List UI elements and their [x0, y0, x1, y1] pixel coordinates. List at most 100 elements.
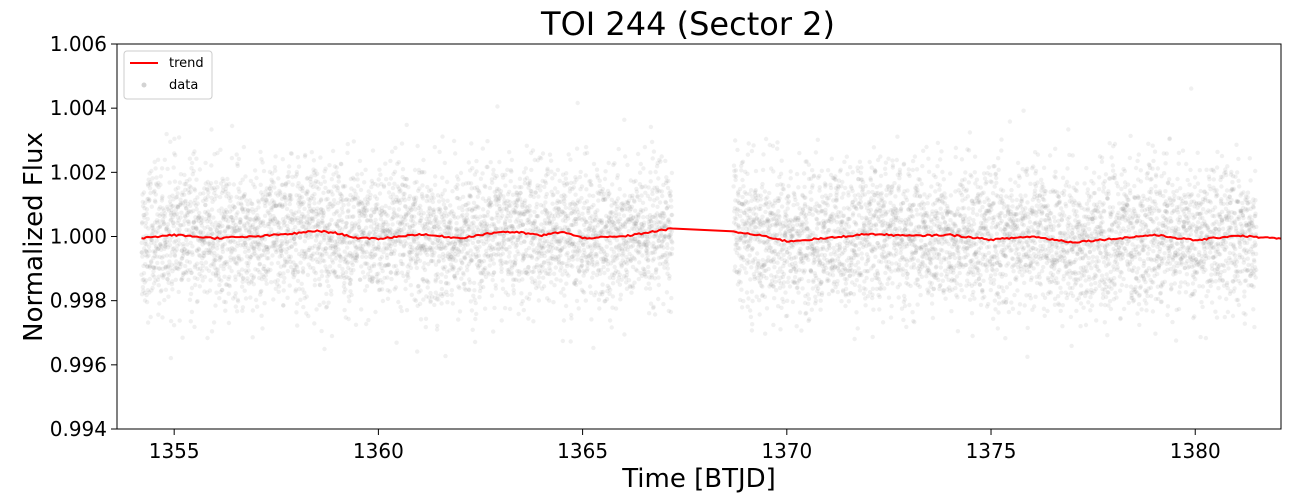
data-point	[204, 197, 209, 203]
data-point	[173, 195, 179, 200]
data-point	[228, 215, 234, 220]
data-point	[288, 216, 293, 221]
data-point	[459, 276, 464, 281]
data-point	[251, 275, 256, 281]
data-point	[285, 239, 290, 245]
data-point	[224, 282, 230, 287]
data-point	[392, 169, 398, 174]
data-point	[303, 225, 308, 230]
data-point	[243, 242, 249, 248]
data-point	[412, 167, 418, 173]
data-point	[225, 219, 231, 224]
data-point	[214, 246, 220, 251]
data-point	[222, 263, 227, 268]
data-point	[275, 220, 280, 225]
data-point	[152, 274, 157, 279]
data-point	[218, 229, 223, 235]
data-point	[152, 159, 157, 165]
data-point	[258, 182, 263, 187]
data-point	[828, 185, 834, 191]
data-point	[748, 308, 753, 313]
data-point	[583, 173, 588, 178]
data-point	[423, 324, 428, 330]
data-point	[216, 274, 221, 279]
data-point	[289, 235, 295, 241]
data-point	[748, 277, 753, 282]
data-point	[154, 254, 159, 259]
data-point	[422, 261, 427, 266]
data-point	[211, 258, 216, 263]
data-point	[172, 240, 177, 245]
data-point	[234, 212, 239, 217]
data-point	[499, 318, 504, 323]
data-point	[146, 177, 151, 182]
data-point	[141, 271, 147, 276]
data-point	[817, 173, 822, 179]
data-point	[329, 217, 334, 223]
data-point	[209, 186, 214, 191]
data-point	[160, 260, 165, 265]
data-point	[797, 310, 803, 315]
data-point	[269, 207, 274, 213]
data-point	[552, 186, 558, 191]
data-point	[269, 227, 274, 232]
data-point	[233, 277, 238, 282]
data-point	[591, 161, 597, 167]
data-point	[553, 265, 558, 270]
data-point	[339, 193, 345, 199]
data-point	[290, 271, 296, 276]
data-point	[263, 194, 268, 199]
data-point	[302, 254, 308, 259]
data-point	[563, 303, 569, 309]
data-point	[153, 278, 158, 283]
data-point	[228, 258, 233, 263]
data-point	[740, 159, 746, 164]
data-point	[148, 314, 153, 320]
data-point	[154, 218, 160, 223]
data-point	[373, 252, 378, 257]
data-point	[156, 184, 161, 190]
data-point	[276, 176, 281, 181]
data-point	[379, 254, 385, 260]
data-point	[633, 208, 638, 213]
data-point	[287, 198, 293, 203]
data-point	[144, 292, 149, 298]
data-point	[235, 210, 240, 215]
data-point	[267, 201, 272, 206]
data-point	[390, 185, 396, 191]
data-point	[601, 264, 606, 270]
data-point	[315, 171, 320, 176]
data-point	[600, 289, 606, 295]
data-point	[607, 318, 613, 323]
data-point	[202, 274, 208, 280]
data-point	[583, 144, 589, 150]
data-point	[251, 210, 256, 215]
data-point	[378, 261, 383, 266]
data-point	[254, 244, 259, 249]
data-point	[652, 312, 658, 317]
data-point	[656, 275, 661, 280]
data-point	[355, 183, 361, 189]
data-point	[208, 227, 214, 232]
data-point	[268, 216, 273, 222]
data-point	[425, 194, 430, 199]
data-point	[641, 166, 646, 171]
data-point	[621, 251, 626, 256]
data-point	[243, 215, 248, 220]
data-point	[231, 246, 236, 252]
data-point	[171, 197, 176, 202]
data-point	[334, 165, 339, 170]
data-point	[177, 261, 182, 267]
data-point	[228, 194, 234, 200]
data-point	[437, 149, 442, 155]
data-point	[304, 219, 309, 225]
data-point	[481, 258, 487, 264]
data-point	[771, 169, 776, 174]
data-point	[246, 248, 251, 253]
data-point	[205, 219, 210, 224]
data-point	[298, 297, 303, 302]
data-point	[200, 242, 205, 247]
data-point	[249, 201, 254, 206]
data-point	[296, 269, 301, 274]
data-point	[210, 222, 215, 227]
